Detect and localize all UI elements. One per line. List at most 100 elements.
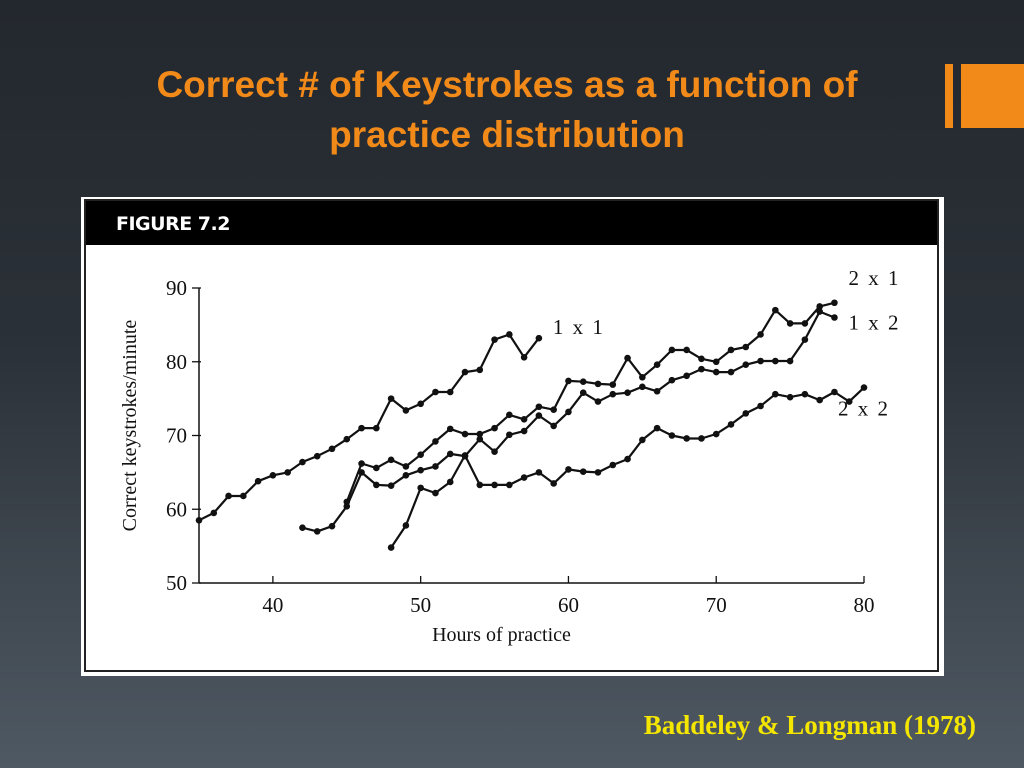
data-point <box>594 398 602 405</box>
data-point <box>446 388 454 396</box>
data-point <box>624 389 631 397</box>
data-point <box>491 481 498 489</box>
data-point <box>624 455 631 463</box>
data-point <box>402 407 410 414</box>
data-point <box>195 517 203 524</box>
series-line-1 <box>198 333 540 522</box>
data-point <box>417 466 424 474</box>
data-point <box>639 373 646 381</box>
data-point <box>402 472 410 479</box>
data-point <box>639 383 646 391</box>
data-point <box>254 477 262 485</box>
data-point <box>712 358 720 366</box>
data-point <box>269 472 277 479</box>
data-point <box>299 458 306 466</box>
data-point <box>772 306 779 314</box>
data-point <box>698 435 705 442</box>
data-point <box>816 308 823 315</box>
figure-panel: FIGURE 7.2 50 60 70 80 90 40 50 60 70 80 Hours of … <box>81 197 944 676</box>
data-point <box>328 522 336 530</box>
series-line-3 <box>302 310 835 533</box>
data-point <box>387 544 395 551</box>
figure-header-bar: FIGURE 7.2 <box>86 201 938 245</box>
data-point <box>417 451 424 458</box>
data-point <box>417 400 424 408</box>
y-tick-label: 70 <box>166 424 187 448</box>
x-axis-label: Hours of practice <box>432 624 571 646</box>
data-point <box>757 331 764 338</box>
data-point <box>698 365 705 373</box>
data-point <box>476 435 484 443</box>
y-tick-label: 60 <box>166 497 187 521</box>
data-point <box>284 469 291 476</box>
series-label: 1 x 1 <box>553 315 605 339</box>
data-point <box>358 469 365 476</box>
data-point <box>668 432 676 439</box>
slide-title: Correct # of Keystrokes as a function of… <box>40 60 974 160</box>
series-label: 2 x 2 <box>838 397 890 421</box>
x-tick-label: 60 <box>558 593 579 617</box>
data-point <box>520 474 528 481</box>
data-point <box>373 481 380 489</box>
data-point <box>816 303 823 310</box>
data-point <box>476 366 484 374</box>
data-point <box>668 346 676 354</box>
data-point <box>461 452 469 459</box>
data-point <box>535 469 543 476</box>
data-point <box>432 388 439 396</box>
series-line-4 <box>390 386 865 549</box>
data-point <box>742 343 750 351</box>
data-point <box>801 320 809 327</box>
data-point <box>742 361 750 368</box>
data-point <box>313 452 321 460</box>
data-point <box>757 357 764 365</box>
data-point <box>683 372 690 380</box>
data-point <box>712 368 720 376</box>
data-point <box>506 331 513 338</box>
data-point <box>801 390 809 398</box>
data-point <box>594 380 602 388</box>
data-point <box>343 435 351 443</box>
data-point <box>565 408 572 416</box>
data-point <box>550 422 557 430</box>
data-point <box>358 460 365 467</box>
data-point <box>609 461 617 469</box>
slide-title-line-2: practice distribution <box>329 114 685 155</box>
data-point <box>387 456 395 464</box>
data-point <box>860 384 868 391</box>
series-label: 1 x 2 <box>848 311 900 335</box>
data-point <box>565 377 572 385</box>
data-point <box>535 403 543 411</box>
y-tick-label: 50 <box>166 571 187 595</box>
data-point <box>727 368 735 376</box>
data-point <box>683 435 690 442</box>
data-point <box>683 346 690 354</box>
data-point <box>446 425 454 433</box>
data-point <box>358 424 365 432</box>
data-point <box>786 393 794 401</box>
decorative-accent-block <box>961 64 1024 128</box>
data-point <box>491 336 498 343</box>
data-point <box>831 314 838 321</box>
data-point <box>446 450 454 458</box>
series-label: 2 x 1 <box>848 266 900 290</box>
data-point <box>491 424 498 432</box>
data-point <box>550 480 557 487</box>
data-point <box>373 464 380 472</box>
data-point <box>432 489 439 497</box>
data-point <box>550 406 557 413</box>
data-point <box>624 354 631 362</box>
data-point <box>535 412 543 419</box>
data-point <box>240 492 247 500</box>
y-tick-label: 80 <box>166 350 187 374</box>
y-tick-label: 90 <box>166 276 187 300</box>
data-point <box>417 484 424 492</box>
data-point <box>594 469 602 476</box>
data-point <box>698 355 705 363</box>
x-tick-label: 50 <box>410 593 431 617</box>
data-point <box>520 427 528 435</box>
data-point <box>476 481 484 489</box>
data-point <box>491 448 498 456</box>
series-line-2 <box>345 301 835 503</box>
data-point <box>506 411 513 419</box>
